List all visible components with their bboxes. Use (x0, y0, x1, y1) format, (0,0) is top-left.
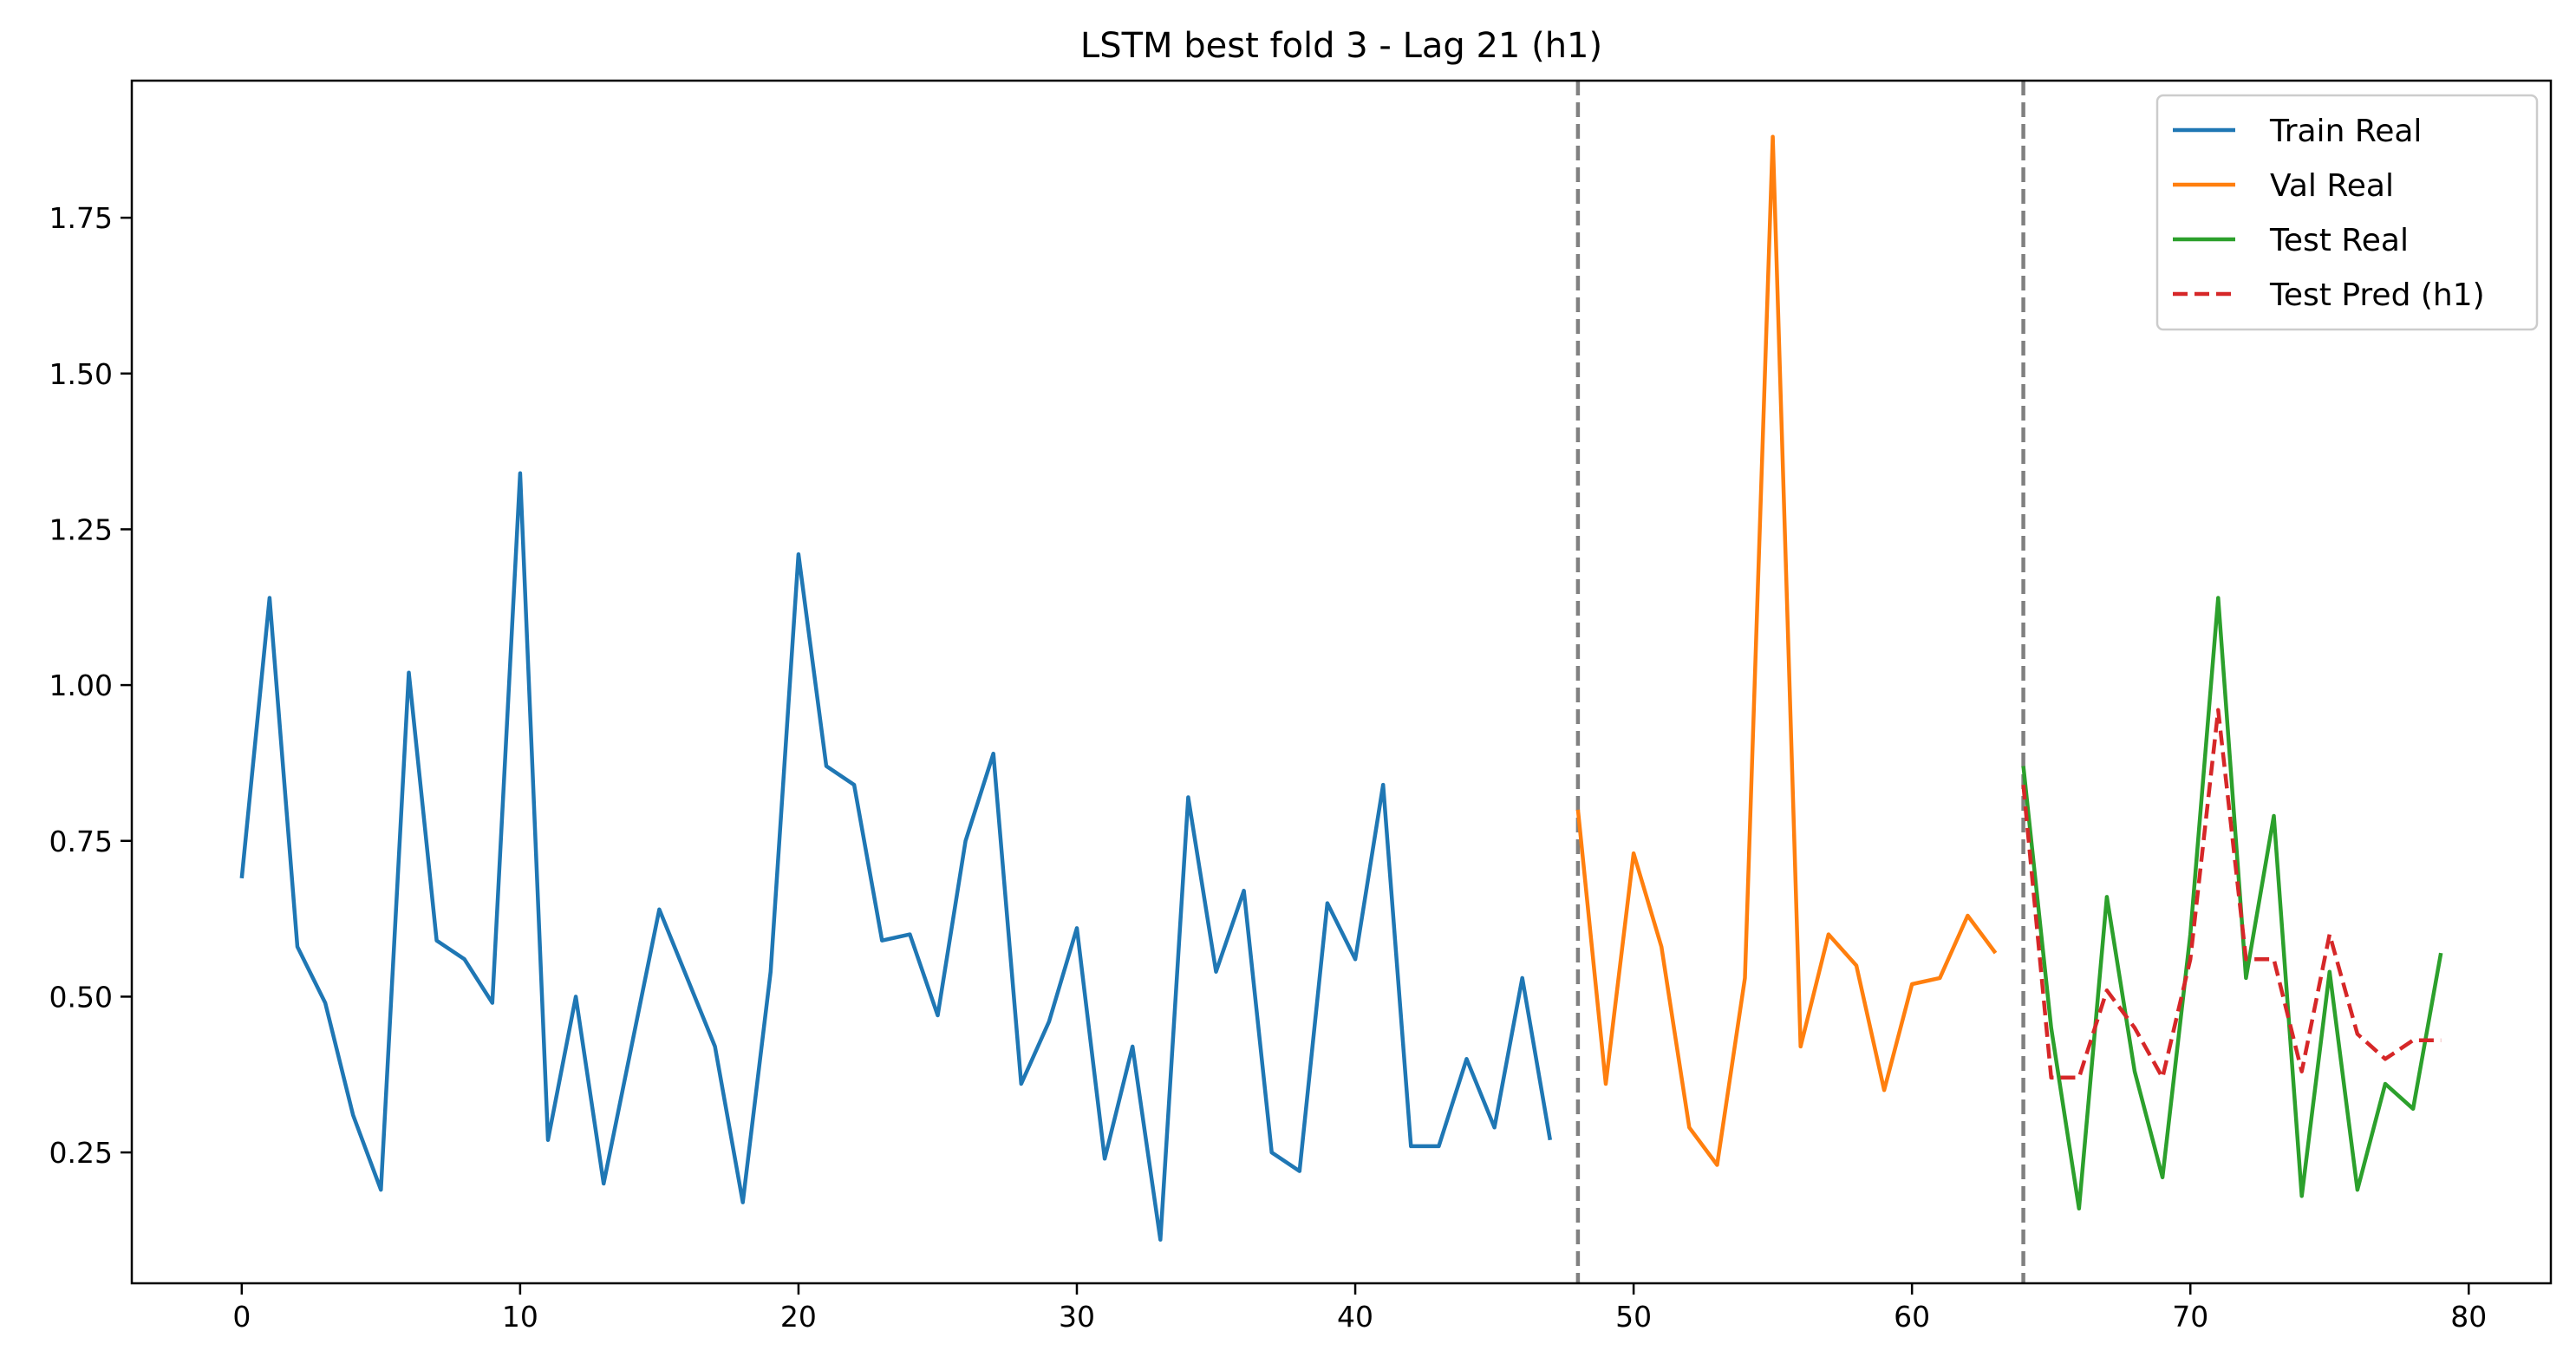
plot-area: 0 10 20 30 40 50 60 70 80 0.25 0.50 0.75 1.00 1.25 1.5… (49, 81, 2487, 1334)
y-tick-label: 1.50 (49, 357, 113, 391)
x-tick-label: 80 (2450, 1300, 2487, 1334)
legend-label: Val Real (2270, 168, 2394, 204)
y-tick-label: 0.75 (49, 825, 113, 858)
y-tick-label: 1.75 (49, 201, 113, 235)
plot-frame (130, 79, 2553, 1285)
series-line-test-pred-h1 (2021, 708, 2442, 1080)
series-line-test-real (2021, 596, 2443, 1211)
x-tick-label: 50 (1615, 1300, 1652, 1334)
y-tick-label: 1.25 (49, 512, 113, 546)
x-tick-label: 0 (232, 1300, 251, 1334)
chart-title: LSTM best fold 3 - Lag 21 (h1) (1080, 26, 1602, 66)
legend-label: Train Real (2269, 114, 2422, 149)
y-tick-label: 1.00 (49, 669, 113, 702)
y-tick-label: 0.25 (49, 1136, 113, 1170)
x-tick-label: 10 (502, 1300, 538, 1334)
x-tick-label: 60 (1894, 1300, 1930, 1334)
x-tick-label: 30 (1059, 1300, 1095, 1334)
x-tick-label: 70 (2172, 1300, 2208, 1334)
series-line-train-real (239, 471, 1553, 1242)
legend: Train Real Val Real Test Real Test Pred (h1… (2155, 94, 2539, 331)
legend-box (2155, 94, 2539, 331)
legend-label: Test Pred (h1) (2269, 277, 2485, 313)
x-tick-label: 40 (1337, 1300, 1373, 1334)
y-tick-label: 0.50 (49, 980, 113, 1014)
x-tick-label: 20 (780, 1300, 817, 1334)
legend-label: Test Real (2269, 223, 2409, 258)
series-line-val-real (1575, 134, 1998, 1167)
